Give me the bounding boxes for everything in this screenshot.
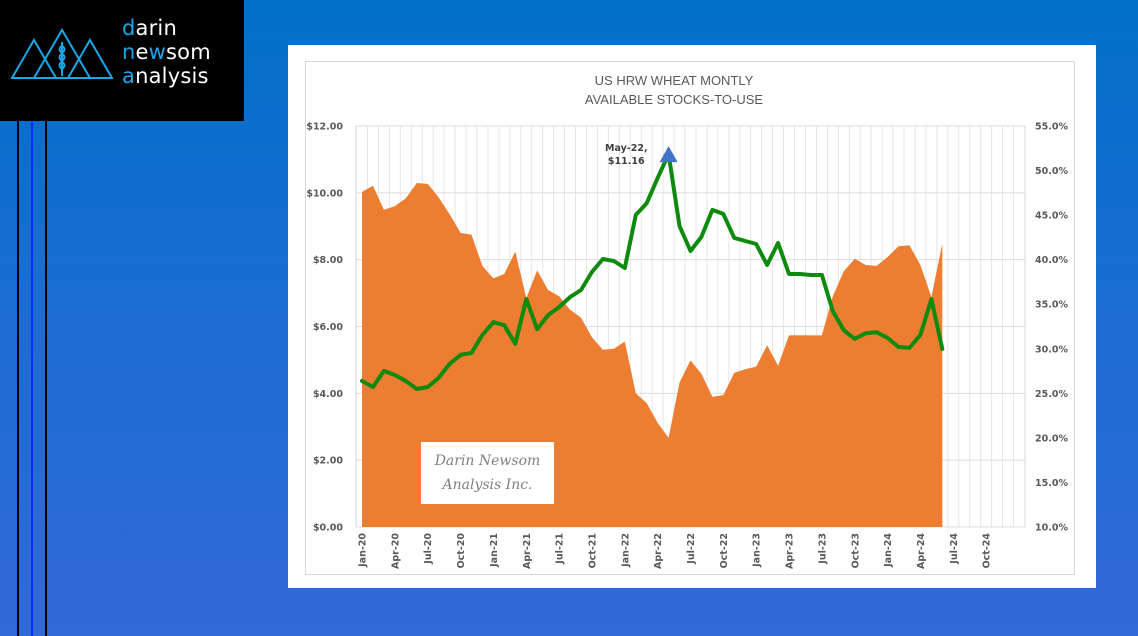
x-axis-tick-label: Jan-24 xyxy=(883,533,894,568)
x-axis-tick-label: Oct-21 xyxy=(587,533,598,568)
price-line-layer xyxy=(360,152,945,391)
chart-title: US HRW WHEAT MONTLY xyxy=(595,73,754,88)
x-axis-tick-label: Apr-22 xyxy=(653,533,664,569)
right-axis-tick-label: 40.0% xyxy=(1035,255,1068,266)
right-axis-tick-label: 10.0% xyxy=(1035,523,1068,534)
x-axis-tick-label: Apr-21 xyxy=(522,533,533,569)
right-axis-tick-label: 55.0% xyxy=(1035,122,1068,133)
x-axis: Jan-20 Apr-20 Jul-20 Oct-20 Jan-21 Apr-21 Jul-… xyxy=(358,533,993,569)
x-axis-tick-label: Jul-20 xyxy=(423,533,434,565)
mountains-wheat-icon xyxy=(10,28,114,79)
x-axis-tick-label: Apr-24 xyxy=(916,533,927,569)
company-logo: darin newsom analysis xyxy=(0,0,244,121)
decor-line-blue xyxy=(31,121,33,636)
x-axis-tick-label: Jan-20 xyxy=(358,533,369,568)
x-axis-tick-label: Jan-21 xyxy=(489,533,500,568)
left-axis: $0.00 $2.00 $4.00 $6.00 $8.00 $10.00 $12.00 xyxy=(306,122,343,534)
x-axis-tick-label: Apr-20 xyxy=(390,533,401,569)
right-axis-tick-label: 20.0% xyxy=(1035,433,1068,444)
x-axis-tick-label: Jul-21 xyxy=(555,533,566,565)
left-axis-tick-label: $4.00 xyxy=(313,389,343,400)
chart-frame xyxy=(305,61,1075,575)
x-axis-tick-label: Oct-24 xyxy=(982,533,993,569)
decor-line-black-left xyxy=(17,121,19,636)
logo-word-darin: arin xyxy=(135,16,177,40)
logo-letter: d xyxy=(122,16,136,40)
right-axis-tick-label: 50.0% xyxy=(1035,166,1068,177)
logo-letter: e xyxy=(135,40,149,64)
left-axis-tick-label: $2.00 xyxy=(313,456,343,467)
stocks-to-use-area-layer xyxy=(362,183,943,527)
stocks-to-use-area xyxy=(362,183,943,527)
x-axis-tick-label: Oct-23 xyxy=(850,533,861,568)
logo-word-newsom: som xyxy=(166,40,211,64)
logo-letter: w xyxy=(148,40,167,64)
left-axis-tick-label: $8.00 xyxy=(313,255,343,266)
left-axis-tick-label: $0.00 xyxy=(313,523,343,534)
right-axis-tick-label: 25.0% xyxy=(1035,389,1068,400)
logo-wordmark: darin newsom analysis xyxy=(122,16,211,88)
peak-marker-triangle xyxy=(659,146,678,163)
x-axis-tick-label: Jan-23 xyxy=(752,533,763,568)
left-axis-tick-label: $12.00 xyxy=(306,122,343,133)
right-axis-tick-label: 30.0% xyxy=(1035,344,1068,355)
annotation-layer: May-22, $11.16 xyxy=(605,143,678,167)
price-line xyxy=(360,152,945,391)
x-axis-tick-label: Oct-22 xyxy=(719,533,730,568)
peak-label-date: May-22, xyxy=(605,143,648,154)
x-axis-tick-label: Jan-22 xyxy=(620,533,631,568)
x-axis-tick-label: Jul-22 xyxy=(686,533,697,565)
right-axis-tick-label: 35.0% xyxy=(1035,300,1068,311)
logo-word-analysis: nalysis xyxy=(135,64,209,88)
x-axis-tick-label: Oct-20 xyxy=(456,533,467,569)
chart-card: US HRW WHEAT MONTLY AVAILABLE STOCKS-TO-… xyxy=(288,45,1096,588)
right-axis-tick-label: 45.0% xyxy=(1035,211,1068,222)
x-axis-tick-label: Jul-23 xyxy=(817,533,828,565)
right-axis: 10.0% 15.0% 20.0% 25.0% 30.0% 35.0% 40.0% 45.0%… xyxy=(1035,122,1068,534)
decor-line-black-right xyxy=(45,121,47,636)
watermark-box xyxy=(421,442,554,504)
chart-subtitle: AVAILABLE STOCKS-TO-USE xyxy=(585,92,764,107)
watermark-line1: Darin Newsom xyxy=(434,453,541,469)
left-axis-tick-label: $6.00 xyxy=(313,322,343,333)
left-axis-tick-label: $10.00 xyxy=(306,188,343,199)
logo-letter: n xyxy=(122,40,136,64)
peak-label-price: $11.16 xyxy=(608,156,645,167)
watermark-line2: Analysis Inc. xyxy=(441,477,533,493)
wheat-chart: US HRW WHEAT MONTLY AVAILABLE STOCKS-TO-… xyxy=(306,73,1068,569)
x-axis-tick-label: Apr-23 xyxy=(785,533,796,569)
logo-letter: a xyxy=(122,64,136,88)
watermark: Darin Newsom Analysis Inc. xyxy=(421,442,554,504)
x-axis-tick-label: Jul-24 xyxy=(949,533,960,565)
right-axis-tick-label: 15.0% xyxy=(1035,478,1068,489)
